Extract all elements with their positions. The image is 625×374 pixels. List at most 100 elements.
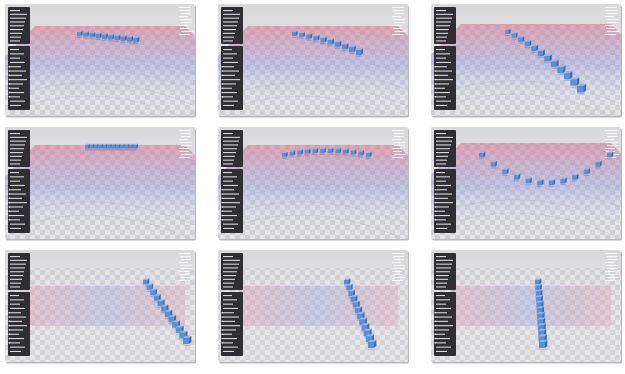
overlay-text-line [607,277,619,278]
menu-radio [222,70,224,72]
menu-item [10,71,26,72]
cube-front [525,42,530,47]
cube-front [514,175,519,180]
menu-radio [9,325,11,327]
menu-item [436,215,450,216]
floor-tint [451,286,611,326]
menu-item [436,256,446,257]
menu-item [223,264,239,265]
menu-item [10,53,24,54]
overlay-text-line [181,13,191,14]
cube-front [535,280,540,285]
floor-tint [371,24,625,116]
overlay-text-line [607,31,619,32]
sidebar-menu-bottom [221,46,243,110]
cube-shadow [133,43,139,45]
cube [297,149,303,156]
menu-radio [222,96,224,98]
menu-item [10,152,23,153]
menu-item [10,29,23,30]
viewer-panel [218,250,408,362]
cube-front [358,152,362,156]
menu-item [223,133,233,134]
menu-item [10,33,22,34]
menu-radio [9,193,11,195]
cube-shadow [126,42,132,44]
cube-front [292,32,296,36]
cube-shadow [327,45,333,47]
menu-item [436,342,446,343]
menu-item [223,152,236,153]
cube-shadow [505,34,511,36]
overlay-text-line [392,34,403,35]
menu-item [223,144,238,145]
menu-item [436,267,451,268]
menu-item [436,66,447,67]
menu-item [223,53,237,54]
overlay-text-line [179,271,189,272]
menu-item [436,40,446,41]
cube-shadow [538,348,546,350]
menu-radio [435,79,437,81]
cube-shadow [93,149,98,151]
cube-shadow [320,43,326,45]
cube [511,32,517,40]
menu-item [10,334,19,335]
overlay-text-line [181,145,192,146]
menu-radio [435,333,437,335]
menu-radio [222,193,224,195]
menu-radio [435,66,437,68]
menu-item [10,37,21,38]
menu-item [436,334,445,335]
viewer-panel [431,250,621,362]
cube-shadow [335,154,341,156]
menu-item [10,21,25,22]
cube-shadow [89,38,95,40]
cube-front [108,35,112,39]
overlay-text-line [606,10,617,11]
cube-front [526,179,531,184]
menu-item [10,141,26,142]
overlay-text-line [180,28,189,29]
menu-item [10,325,27,326]
cube-front [94,145,98,149]
cube-shadow [334,47,341,49]
menu-item [223,29,236,30]
cube [133,144,138,151]
overlay-text-line [181,154,193,155]
menu-radio [435,96,437,98]
viewer-panel [5,250,195,362]
cube [479,151,486,159]
cube [120,35,127,43]
menu-item [223,33,235,34]
cube-shadow [537,57,544,59]
cube-shadow [313,41,319,43]
viewer-panel [371,127,625,239]
menu-item [223,185,238,186]
sidebar-menu-bottom [8,292,30,356]
overlay-text-line [180,274,189,275]
cube-shadow [289,156,295,158]
overlay-text-line [392,280,403,281]
menu-item [223,267,238,268]
menu-item [10,144,25,145]
cube [313,35,320,43]
overlay-text-line [606,265,618,266]
menu-item [436,10,446,11]
menu-item [436,75,448,76]
menu-item [436,317,452,318]
cube-front [584,170,589,175]
cube-front [313,149,317,153]
overlay-text-line [393,10,404,11]
cube-shadow [128,149,133,151]
cube-front [356,50,361,55]
cube-front [502,170,507,175]
cube-front [320,149,324,153]
cube [513,174,520,182]
cube [289,150,295,157]
cube-shadow [358,156,364,158]
cube [607,151,614,159]
cube-shadow [343,154,349,156]
menu-item [10,185,25,186]
menu-radio [9,329,11,331]
